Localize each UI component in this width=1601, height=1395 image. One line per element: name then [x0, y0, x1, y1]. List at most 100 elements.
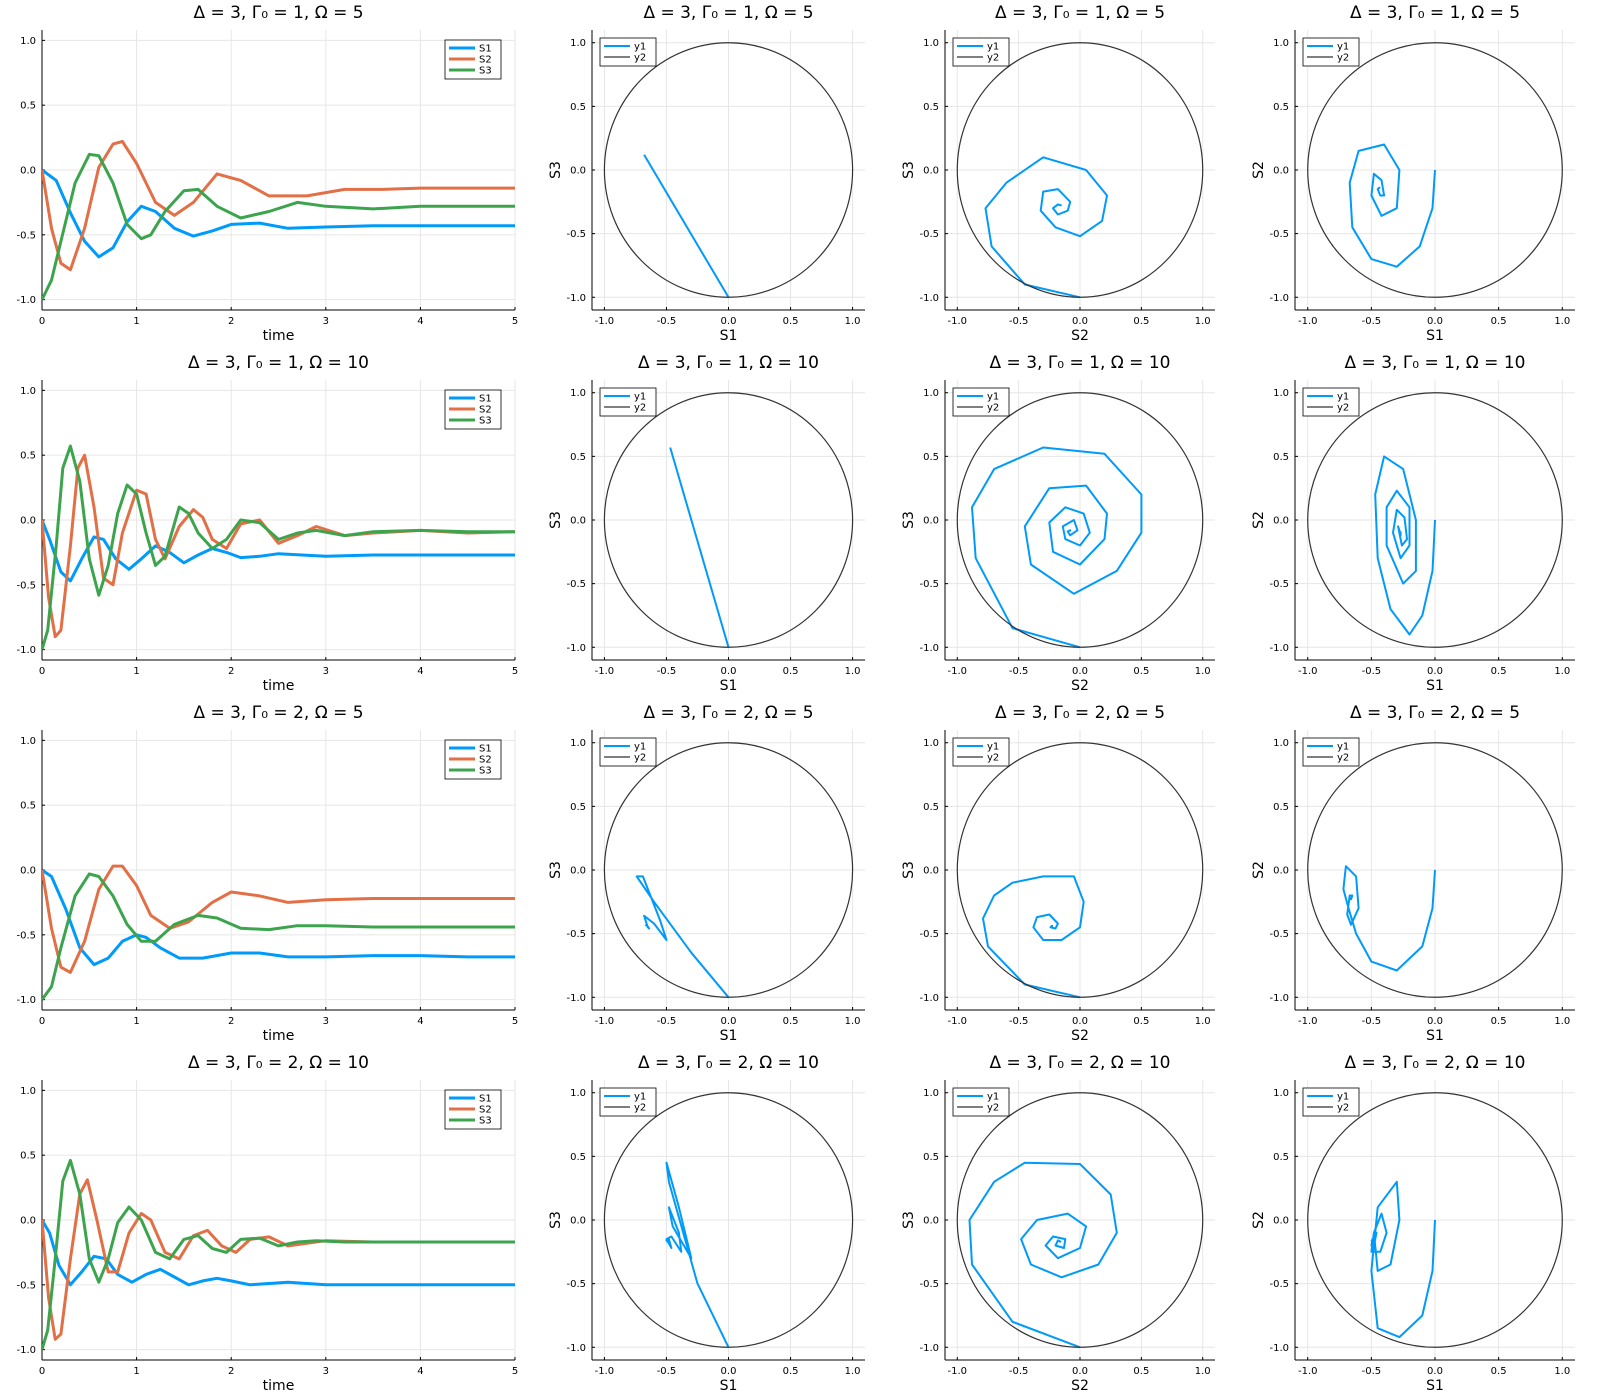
y-tick-label: -1.0 [919, 993, 939, 1004]
y-tick-label: 0.5 [1273, 452, 1289, 463]
x-tick-label: 1.0 [845, 1366, 861, 1377]
x-tick-label: -1.0 [1298, 666, 1318, 677]
x-tick-label: -0.5 [657, 316, 677, 327]
legend-label: S3 [479, 766, 492, 777]
x-tick-label: 0.5 [783, 1366, 799, 1377]
legend-label: y2 [987, 403, 999, 414]
x-tick-label: 0.5 [1133, 1016, 1149, 1027]
chart-panel: -1.0 -0.5 0.0 0.5 1.0 -1.0 -0.5 0.0 0.5 1.0 Δ = 3,… [548, 353, 865, 694]
x-tick-label: 0.0 [721, 1016, 737, 1027]
x-tick-label: 0.0 [721, 316, 737, 327]
y-tick-label: 0.0 [923, 1216, 939, 1227]
legend-label: y2 [1337, 53, 1349, 64]
legend-label: y2 [634, 53, 646, 64]
plot-area [42, 1158, 515, 1351]
x-tick-label: -1.0 [948, 316, 968, 327]
x-axis-label: S2 [1071, 1028, 1089, 1044]
chart-panel: -1.0 -0.5 0.0 0.5 1.0 -1.0 -0.5 0.0 0.5 1.0 Δ = 3,… [1251, 353, 1575, 694]
series-line-S2 [42, 1178, 515, 1341]
y-tick-label: 0.0 [570, 866, 586, 877]
plot-area [603, 392, 854, 648]
x-axis-label: S2 [1071, 1378, 1089, 1394]
x-tick-label: 0.0 [1072, 666, 1088, 677]
x-tick-label: 5 [512, 666, 518, 677]
y-tick-label: 1.0 [570, 38, 586, 49]
plot-area [42, 140, 515, 301]
series-line-S1 [42, 1219, 515, 1287]
legend-label: y1 [1337, 42, 1349, 53]
unit-circle-y2 [603, 1092, 854, 1348]
plot-area [603, 42, 854, 298]
legend-label: y1 [987, 392, 999, 403]
legend-label: y1 [1337, 1092, 1349, 1103]
chart-panel: 0 1 2 3 4 5 -1.0 -0.5 0.0 0.5 1.0 Δ = 3, Γ₀ = 1, Ω … [16, 353, 518, 694]
legend-label: S3 [479, 66, 492, 77]
chart-title: Δ = 3, Γ₀ = 1, Ω = 5 [995, 3, 1165, 23]
y-tick-label: 0.0 [1273, 866, 1289, 877]
legend-box [599, 387, 657, 417]
x-tick-label: 5 [512, 316, 518, 327]
legend-label: y1 [1337, 742, 1349, 753]
x-tick-label: 0 [39, 666, 45, 677]
x-tick-label: -0.5 [1009, 316, 1029, 327]
legend-box [1302, 37, 1360, 67]
legend-label: S2 [479, 1105, 492, 1116]
y-tick-label: -1.0 [16, 995, 36, 1006]
x-tick-label: -1.0 [948, 666, 968, 677]
legend-box [952, 37, 1010, 67]
x-axis-label: time [263, 1028, 295, 1044]
x-axis-label: S2 [1071, 328, 1089, 344]
chart-title: Δ = 3, Γ₀ = 1, Ω = 10 [638, 353, 819, 373]
x-axis-label: S2 [1071, 678, 1089, 694]
y-tick-label: 0.5 [20, 451, 36, 462]
series-line-y1 [669, 447, 730, 648]
x-tick-label: 1.0 [1554, 666, 1570, 677]
x-tick-label: 1 [133, 666, 139, 677]
y-tick-label: 0.5 [923, 1152, 939, 1163]
chart-title: Δ = 3, Γ₀ = 2, Ω = 5 [193, 703, 363, 723]
chart-panel: 0 1 2 3 4 5 -1.0 -0.5 0.0 0.5 1.0 Δ = 3, Γ₀ = 2, Ω … [16, 703, 518, 1044]
y-tick-label: -1.0 [566, 293, 586, 304]
y-tick-label: 0.0 [20, 166, 36, 177]
x-tick-label: 0.0 [1427, 1366, 1443, 1377]
chart-panel: 0 1 2 3 4 5 -1.0 -0.5 0.0 0.5 1.0 Δ = 3, Γ₀ = 1, Ω … [16, 3, 518, 344]
legend-label: S2 [479, 755, 492, 766]
y-tick-label: 0.5 [570, 452, 586, 463]
x-tick-label: 0.5 [1133, 1366, 1149, 1377]
x-tick-label: 1.0 [1554, 1016, 1570, 1027]
legend-label: y1 [634, 742, 646, 753]
y-tick-label: -0.5 [919, 229, 939, 240]
y-tick-label: 1.0 [1273, 738, 1289, 749]
x-tick-label: 0 [39, 1016, 45, 1027]
chart-title: Δ = 3, Γ₀ = 2, Ω = 10 [188, 1053, 369, 1073]
y-tick-label: 1.0 [1273, 388, 1289, 399]
unit-circle-y2 [956, 42, 1204, 298]
plot-area [1307, 392, 1563, 648]
legend-label: y2 [987, 753, 999, 764]
series-line-S3 [42, 444, 515, 651]
x-axis-label: S1 [720, 678, 738, 694]
y-tick-label: -0.5 [1269, 1279, 1289, 1290]
y-tick-label: 1.0 [923, 1088, 939, 1099]
y-tick-label: -0.5 [919, 579, 939, 590]
y-tick-label: 0.5 [1273, 1152, 1289, 1163]
series-line-S2 [42, 453, 515, 639]
series-line-S3 [42, 152, 515, 301]
y-tick-label: -1.0 [1269, 1343, 1289, 1354]
chart-title: Δ = 3, Γ₀ = 1, Ω = 10 [990, 353, 1171, 373]
y-axis-label: S2 [1251, 861, 1267, 879]
y-tick-label: 0.0 [923, 866, 939, 877]
series-line-S3 [42, 872, 515, 1001]
series-line-y1 [643, 154, 730, 298]
legend-label: S1 [479, 44, 492, 55]
series-line-y1 [1342, 865, 1436, 972]
series-line-y1 [665, 1161, 730, 1348]
y-tick-label: -0.5 [1269, 579, 1289, 590]
y-axis-label: S3 [548, 861, 564, 879]
y-tick-label: -1.0 [919, 1343, 939, 1354]
y-tick-label: -1.0 [16, 1345, 36, 1356]
unit-circle-y2 [603, 42, 854, 298]
y-tick-label: 1.0 [1273, 38, 1289, 49]
x-tick-label: -1.0 [595, 1016, 615, 1027]
legend-label: y2 [1337, 403, 1349, 414]
